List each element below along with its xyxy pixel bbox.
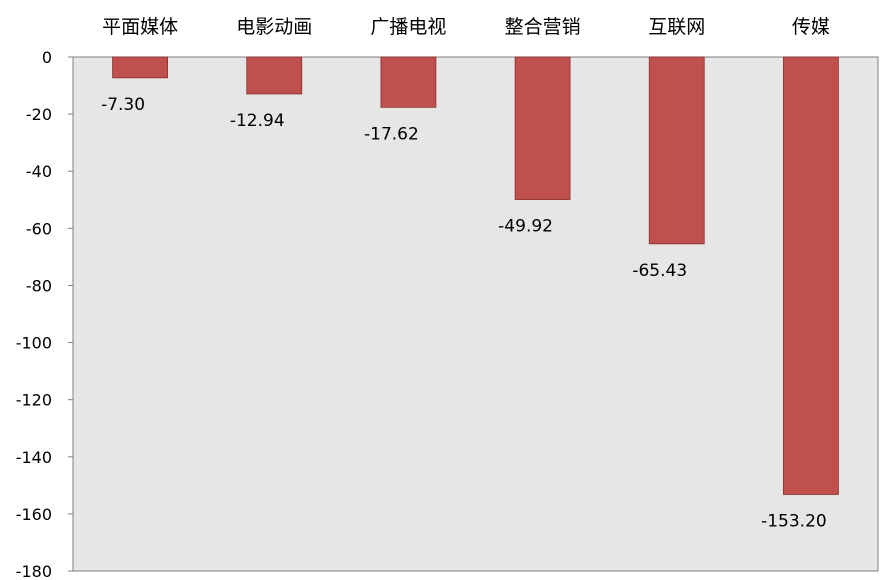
y-tick-label: -160 [16,505,52,524]
category-label-3: 整合营销 [505,16,581,38]
y-tick-label: -100 [16,334,52,353]
bar-3 [514,56,571,200]
category-label-4: 互联网 [648,16,705,38]
bar-2 [380,56,437,108]
y-tick-label: -40 [26,162,52,181]
bar-0 [112,56,168,79]
category-label-2: 广播电视 [370,16,446,38]
category-label-1: 电影动画 [236,16,312,38]
category-labels: 平面媒体 电影动画 广播电视 整合营销 互联网 传媒 [102,16,830,38]
bar-1 [246,56,303,95]
bar-4 [648,56,705,245]
data-label-4: -65.43 [632,261,687,281]
y-tick-label: -60 [26,219,52,238]
data-label-0: -7.30 [101,95,145,115]
y-tick-label: 0 [42,48,52,67]
y-tick-label: -180 [16,562,52,580]
data-label-3: -49.92 [498,217,553,237]
category-label-5: 传媒 [792,16,830,38]
bar-5 [783,56,839,495]
bars [112,56,839,495]
data-labels: -7.30 -12.94 -17.62 -49.92 -65.43 -153.20 [101,95,827,532]
y-axis: 0 -20 -40 -60 -80 -100 -120 -140 -160 -180 [16,48,73,580]
y-tick-label: -20 [26,105,52,124]
data-label-2: -17.62 [364,124,419,144]
plot-area [72,56,879,572]
data-label-5: -153.20 [761,511,827,531]
y-tick-label: -140 [16,448,52,467]
data-label-1: -12.94 [230,111,285,131]
y-tick-label: -120 [16,391,52,410]
category-label-0: 平面媒体 [102,16,178,38]
y-tick-label: -80 [26,276,52,295]
